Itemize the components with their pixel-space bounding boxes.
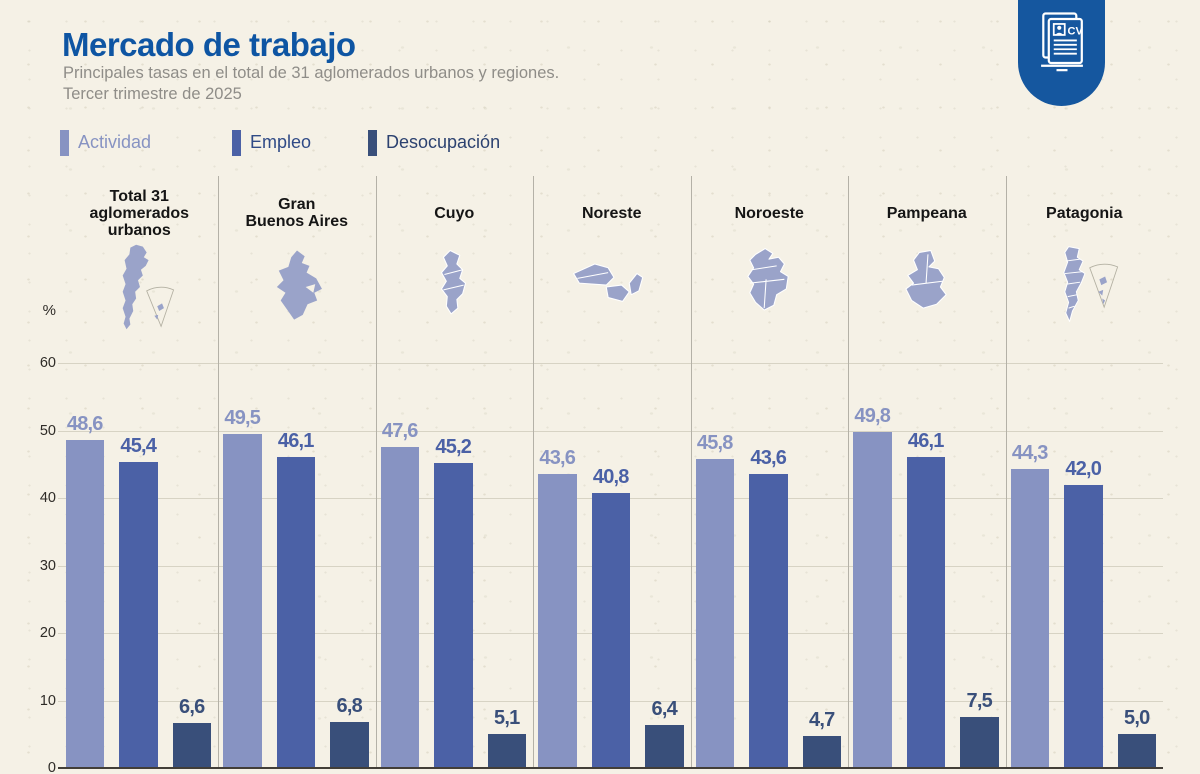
column-separator-4 bbox=[690, 176, 692, 768]
y-tick-30: 30 bbox=[39, 557, 56, 574]
legend-item-empleo: Empleo bbox=[232, 129, 311, 156]
bar-empleo-6 bbox=[906, 456, 945, 768]
bar-value-actividad-7: 44,3 bbox=[1011, 441, 1049, 464]
legend-label: Actividad bbox=[78, 132, 152, 152]
y-tick-50: 50 bbox=[39, 422, 56, 439]
bar-actividad-1 bbox=[65, 439, 104, 768]
region-map-6 bbox=[848, 238, 1006, 336]
bar-value-actividad-3: 47,6 bbox=[381, 419, 419, 442]
subtitle-line-2: Tercer trimestre de 2025 bbox=[63, 85, 242, 103]
bar-desocupación-5 bbox=[802, 736, 841, 768]
region-header-5: Noroeste bbox=[734, 204, 804, 222]
bar-value-desocupación-5: 4,7 bbox=[809, 709, 835, 732]
y-axis-unit: % bbox=[42, 302, 56, 319]
bar-empleo-2 bbox=[276, 456, 315, 768]
legend-swatch-icon bbox=[368, 129, 377, 156]
y-tick-0: 0 bbox=[47, 760, 56, 774]
bar-value-empleo-6: 46,1 bbox=[907, 429, 945, 452]
legend-label: Desocupación bbox=[386, 132, 501, 152]
region-map-1 bbox=[61, 238, 219, 336]
bar-value-desocupación-4: 6,4 bbox=[651, 697, 678, 720]
legend-swatch-icon bbox=[60, 129, 69, 156]
bar-empleo-5 bbox=[749, 473, 788, 768]
legend-item-actividad: Actividad bbox=[60, 129, 151, 156]
bar-value-desocupación-7: 5,0 bbox=[1124, 707, 1150, 730]
region-header-4: Noreste bbox=[581, 204, 642, 222]
region-map-5 bbox=[691, 238, 849, 336]
bar-value-empleo-1: 45,4 bbox=[120, 434, 157, 457]
bar-empleo-7 bbox=[1064, 484, 1103, 768]
bar-value-desocupación-2: 6,8 bbox=[336, 695, 363, 718]
y-tick-20: 20 bbox=[39, 625, 56, 641]
bar-empleo-3 bbox=[434, 462, 473, 768]
bar-desocupación-7 bbox=[1117, 734, 1156, 768]
y-tick-40: 40 bbox=[39, 490, 56, 506]
region-map-2 bbox=[218, 238, 376, 336]
region-header-3: Cuyo bbox=[434, 204, 475, 222]
column-separator-2 bbox=[375, 176, 377, 768]
region-map-7 bbox=[1006, 238, 1164, 336]
map-gran-buenos-aires bbox=[276, 250, 322, 320]
column-separator-1 bbox=[218, 176, 219, 768]
subtitle-line-1: Principales tasas en el total de 31 aglo… bbox=[63, 64, 560, 82]
bar-actividad-4 bbox=[538, 473, 577, 768]
map-total-31-aglomerados bbox=[122, 244, 175, 330]
bar-desocupación-3 bbox=[487, 733, 526, 768]
legend-swatch-icon bbox=[232, 129, 241, 156]
bar-value-actividad-6: 49,8 bbox=[854, 404, 891, 427]
y-tick-60: 60 bbox=[39, 355, 56, 371]
column-separator-5 bbox=[848, 176, 849, 768]
legend-label: Empleo bbox=[250, 132, 312, 152]
bar-value-desocupación-3: 5,1 bbox=[494, 706, 520, 729]
bar-value-actividad-2: 49,5 bbox=[224, 406, 261, 429]
region-header-6: Pampeana bbox=[886, 204, 967, 222]
bar-desocupación-4 bbox=[645, 724, 684, 768]
bar-value-desocupación-6: 7,5 bbox=[966, 690, 993, 713]
bar-desocupación-6 bbox=[960, 717, 999, 768]
map-noroeste bbox=[747, 248, 789, 311]
bar-empleo-1 bbox=[119, 461, 158, 768]
bar-value-empleo-7: 42,0 bbox=[1065, 457, 1102, 480]
map-pampeana bbox=[905, 249, 947, 309]
bar-actividad-6 bbox=[853, 431, 892, 768]
bar-actividad-7 bbox=[1010, 468, 1049, 768]
bar-desocupación-1 bbox=[172, 723, 211, 768]
bar-actividad-3 bbox=[380, 446, 419, 768]
region-map-4 bbox=[533, 238, 691, 336]
column-separator-6 bbox=[1005, 176, 1007, 768]
column-separator-3 bbox=[533, 176, 534, 768]
bar-value-empleo-2: 46,1 bbox=[277, 429, 315, 452]
bar-actividad-5 bbox=[695, 458, 734, 768]
bar-value-actividad-1: 48,6 bbox=[66, 412, 104, 435]
map-noreste bbox=[572, 263, 643, 302]
y-tick-10: 10 bbox=[39, 692, 56, 709]
region-header-1: Total 31 aglomerados urbanos bbox=[89, 187, 190, 239]
region-header-7: Patagonia bbox=[1046, 204, 1123, 222]
bar-actividad-2 bbox=[223, 433, 262, 768]
bar-value-empleo-3: 45,2 bbox=[435, 435, 472, 458]
page-title: Mercado de trabajo bbox=[62, 26, 356, 63]
gridline-60 bbox=[58, 363, 1163, 364]
bar-empleo-4 bbox=[591, 492, 630, 768]
region-header-2: Gran Buenos Aires bbox=[245, 196, 349, 230]
bar-value-empleo-5: 43,6 bbox=[750, 446, 787, 469]
bar-value-empleo-4: 40,8 bbox=[592, 465, 630, 488]
cv-text: CV bbox=[1067, 25, 1083, 37]
x-axis-baseline bbox=[58, 767, 1163, 769]
bar-value-desocupación-1: 6,6 bbox=[179, 696, 205, 719]
cv-document-icon: CV bbox=[1040, 12, 1083, 72]
gridline-50 bbox=[58, 430, 1163, 432]
map-patagonia bbox=[1063, 246, 1119, 323]
bar-desocupación-2 bbox=[330, 722, 369, 768]
region-map-3 bbox=[376, 238, 534, 336]
cv-logo-badge: CV bbox=[1018, 0, 1105, 106]
map-cuyo bbox=[441, 249, 467, 315]
bar-value-actividad-4: 43,6 bbox=[539, 446, 576, 469]
bar-value-actividad-5: 45,8 bbox=[696, 431, 734, 454]
legend-item-desocupación: Desocupación bbox=[368, 129, 500, 156]
